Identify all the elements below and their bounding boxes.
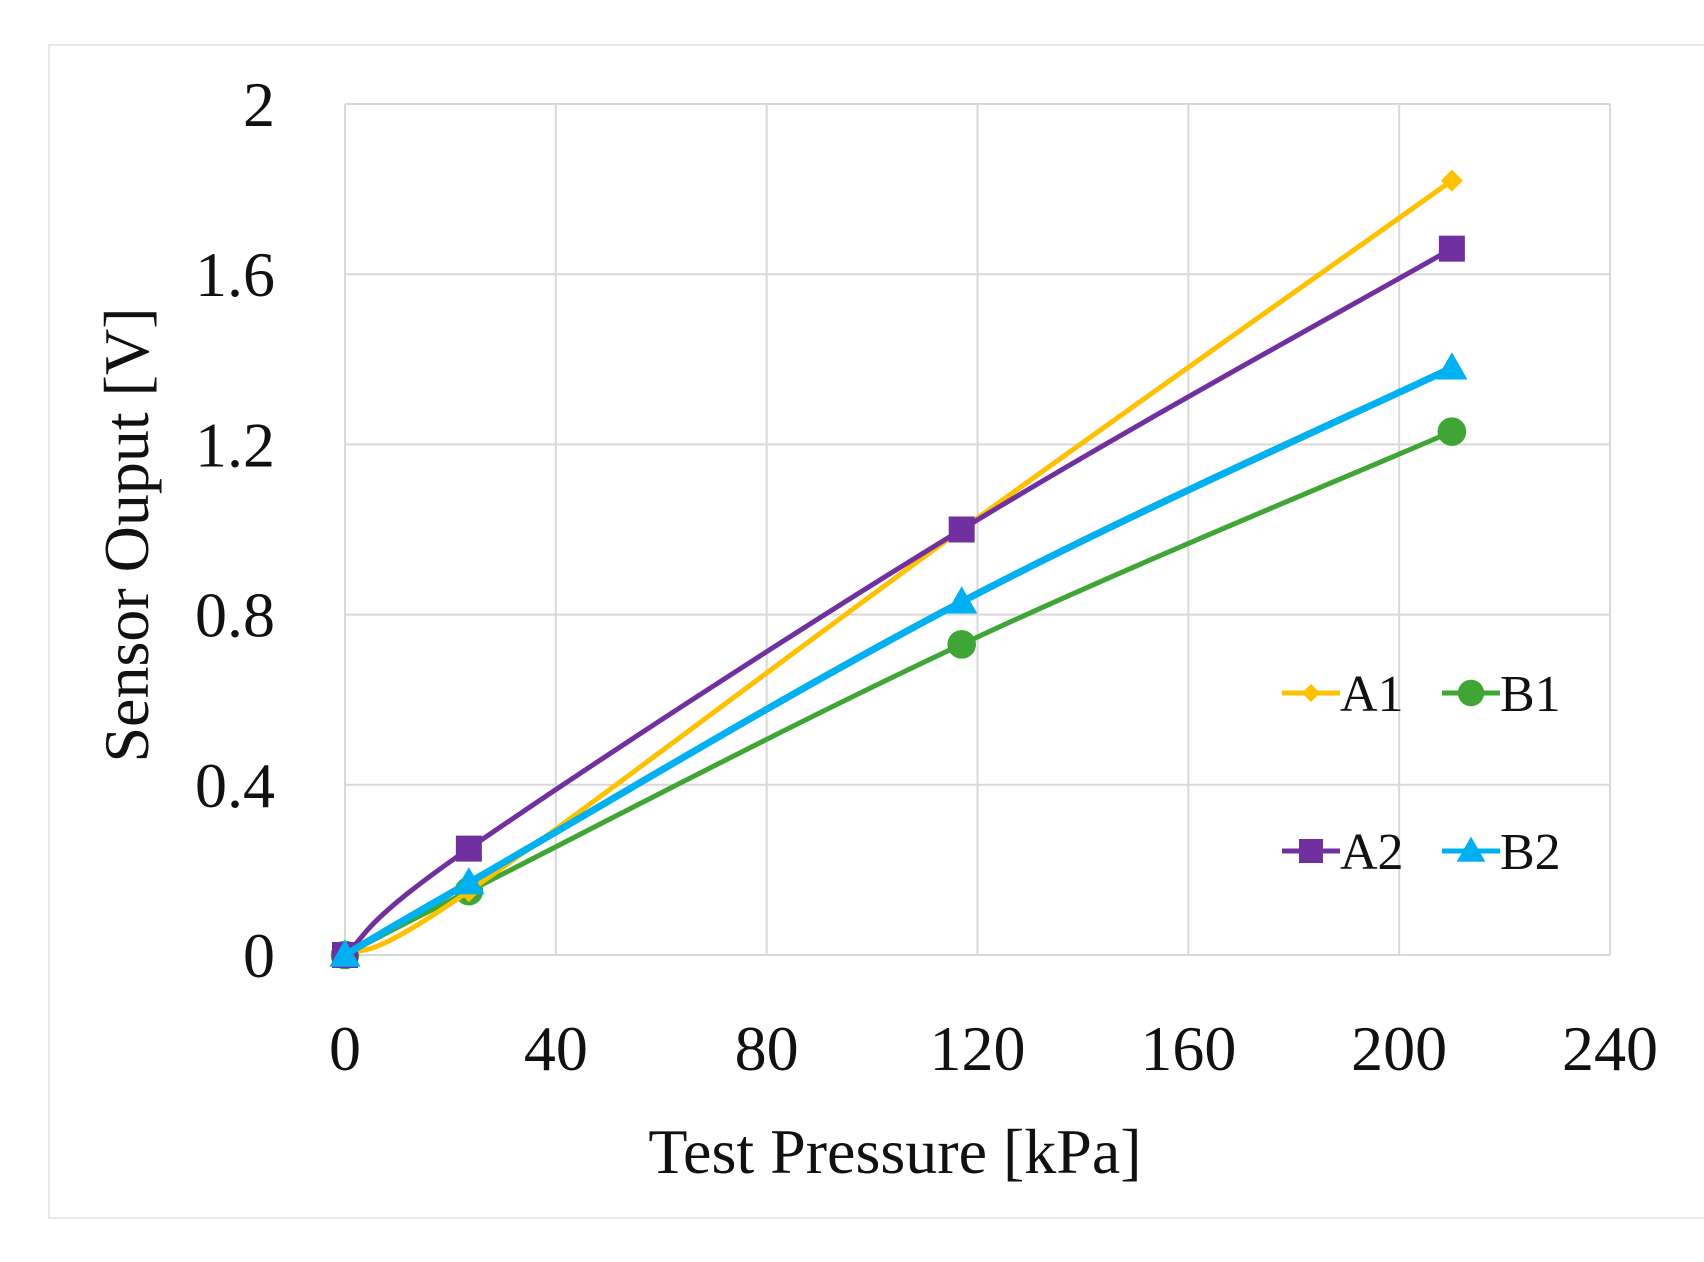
- data-point-b1: [1437, 417, 1467, 446]
- x-axis-ticks: 0 40 80 120 160 200 240: [329, 1013, 1658, 1084]
- legend-marker: [1456, 836, 1486, 862]
- y-tick-label: 0.8: [195, 580, 275, 651]
- y-tick-label: 0.4: [195, 750, 275, 821]
- legend-item-a2: A2: [1282, 824, 1404, 881]
- legend-item-b1: B1: [1442, 666, 1561, 723]
- x-tick-label: 120: [930, 1013, 1026, 1084]
- y-tick-label: 1.2: [195, 409, 275, 480]
- series-line-b2: [341, 364, 1456, 959]
- legend-marker: [1457, 679, 1485, 707]
- y-axis-title: Sensor Ouput [V]: [91, 307, 162, 762]
- data-point-a2: [1438, 235, 1465, 262]
- data-point-a1: [1440, 169, 1463, 192]
- legend-marker: [1299, 839, 1323, 863]
- series-line-a1: [342, 178, 1455, 958]
- x-axis-title: Test Pressure [kPa]: [648, 1116, 1141, 1187]
- data-point-b2: [329, 939, 361, 967]
- legend-item-b2: B2: [1442, 824, 1561, 881]
- legend-label: A2: [1340, 824, 1404, 881]
- data-point-b1: [947, 630, 976, 659]
- x-tick-label: 200: [1351, 1013, 1447, 1084]
- y-axis-ticks: 0 0.4 0.8 1.2 1.6 2: [195, 69, 275, 991]
- x-tick-label: 240: [1562, 1013, 1658, 1084]
- series-a2: [332, 235, 1465, 968]
- y-tick-label: 2: [243, 69, 275, 140]
- data-point-a2: [948, 516, 975, 543]
- x-tick-label: 80: [735, 1013, 799, 1084]
- x-tick-label: 160: [1140, 1013, 1236, 1084]
- y-tick-label: 0: [243, 920, 275, 991]
- legend-label: A1: [1340, 666, 1404, 723]
- series-b2: [329, 352, 1468, 967]
- data-point-b2: [453, 867, 485, 895]
- data-point-b2: [946, 586, 978, 614]
- series-line-b1: [342, 429, 1455, 958]
- legend-item-a1: A1: [1282, 666, 1404, 723]
- series-group: [329, 169, 1468, 970]
- legend-label: B1: [1500, 666, 1561, 723]
- x-tick-label: 0: [329, 1013, 361, 1084]
- data-point-a2: [455, 835, 482, 862]
- legend-label: B2: [1500, 824, 1561, 881]
- chart-frame: [48, 44, 1704, 1219]
- legend-marker: [1302, 684, 1320, 702]
- gridlines: [344, 103, 1611, 956]
- legend: A1 B1 A2 B2: [1282, 666, 1561, 881]
- data-point-b2: [1436, 352, 1468, 380]
- y-tick-label: 1.6: [195, 239, 275, 310]
- series-line-a2: [342, 246, 1455, 958]
- x-tick-label: 40: [524, 1013, 588, 1084]
